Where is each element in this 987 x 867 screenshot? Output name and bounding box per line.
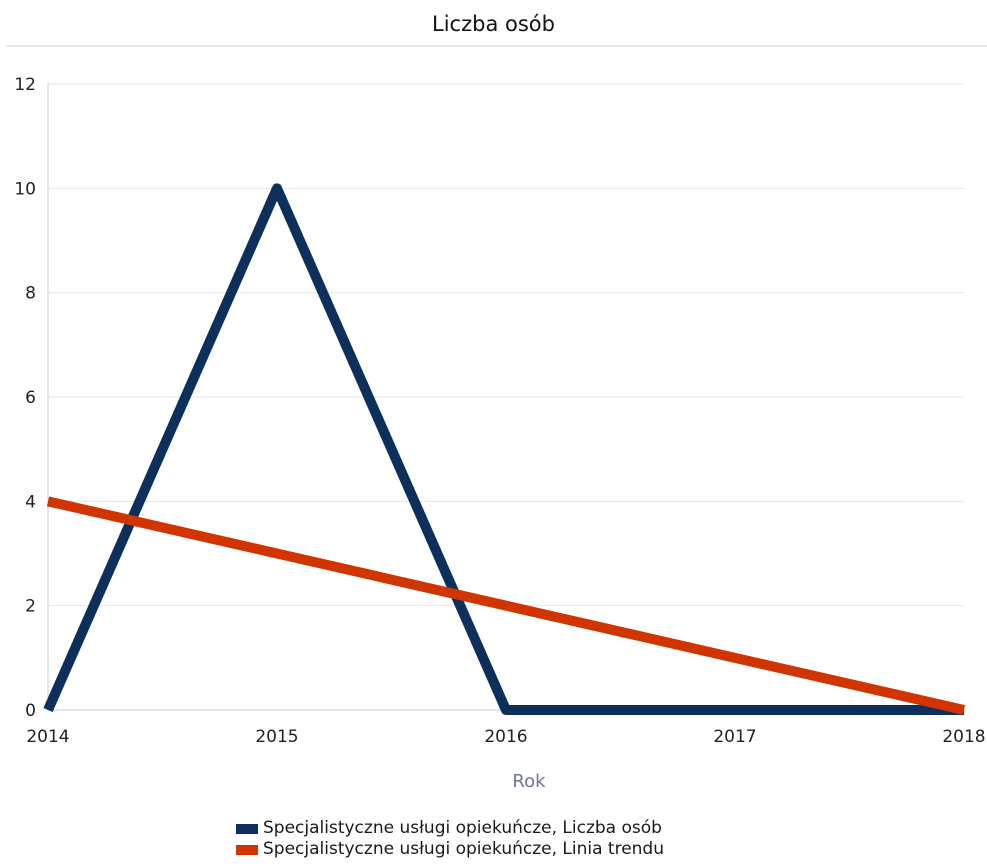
series-line-1 [43,183,964,715]
y-tick-label-4: 4 [25,492,36,512]
y-tick-label-8: 8 [25,284,36,304]
x-axis-title: Rok [512,771,546,792]
legend-label-series-1: Specjalistyczne usługi opiekuńcze, Liczb… [263,818,662,838]
legend-swatch-series-2 [236,844,258,855]
title-divider [6,45,987,47]
legend-label-series-2: Specjalistyczne usługi opiekuńcze, Linia… [263,839,664,859]
x-tick-label-2017: 2017 [713,727,756,747]
plot-area: 0 2 4 6 8 10 12 2014 2015 2016 2017 2018 Rok [14,75,985,792]
chart-title: Liczba osób [432,12,555,36]
y-tick-label-6: 6 [25,388,36,408]
x-tick-label-2014: 2014 [26,727,69,747]
legend: Specjalistyczne usługi opiekuńcze, Liczb… [236,818,664,860]
y-tick-label-10: 10 [14,179,36,199]
x-tick-label-2016: 2016 [484,727,527,747]
legend-swatch-series-1 [236,823,258,834]
legend-item-series-2[interactable]: Specjalistyczne usługi opiekuńcze, Linia… [236,839,664,860]
x-tick-label-2015: 2015 [255,727,298,747]
x-tick-label-2018: 2018 [942,727,985,747]
legend-item-series-1[interactable]: Specjalistyczne usługi opiekuńcze, Liczb… [236,818,664,839]
y-tick-label-0: 0 [25,701,36,721]
y-tick-label-2: 2 [25,597,36,617]
y-tick-label-12: 12 [14,75,36,95]
series-line-2 [46,496,966,715]
